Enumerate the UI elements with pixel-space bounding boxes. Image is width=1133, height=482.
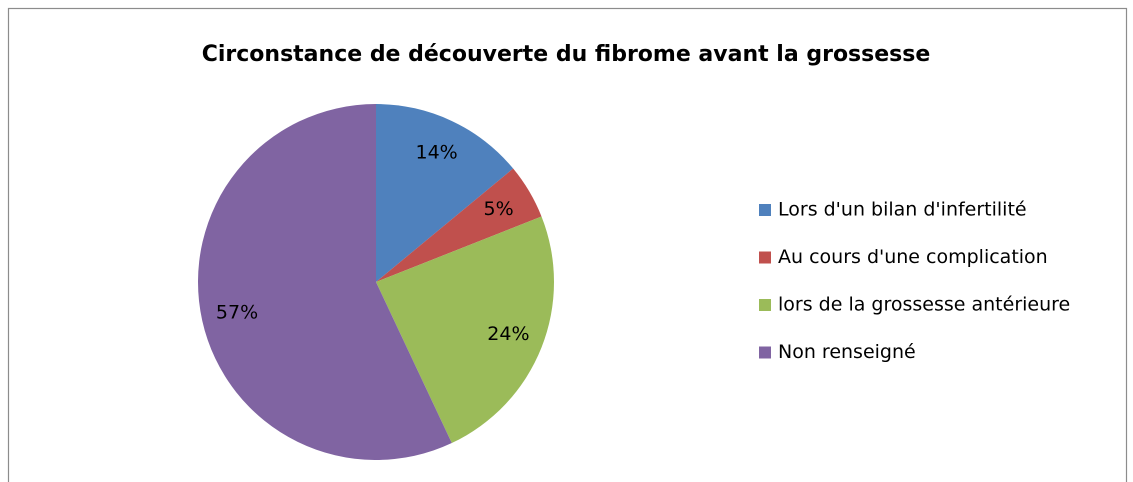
pie-slice [198,104,452,460]
chart-border [7,7,1128,482]
legend-label: Au cours d'une complication [778,246,1048,268]
legend-label: lors de la grossesse antérieure [778,294,1070,316]
legend-swatch [759,204,771,216]
pie-slice [376,104,514,282]
legend-swatch [759,251,771,264]
data-label: 24% [487,323,529,345]
legend-swatch [759,346,771,359]
chart-title: Circonstance de découverte du fibrome av… [202,42,931,67]
legend-label: Lors d'un bilan d'infertilité [778,199,1027,221]
data-label: 5% [483,198,513,220]
data-label: 14% [416,142,458,164]
data-label: 57% [216,302,258,324]
pie-slice [376,216,554,444]
pie-slice [376,168,542,282]
legend-label: Non renseigné [778,341,916,363]
legend-swatch [759,299,771,311]
